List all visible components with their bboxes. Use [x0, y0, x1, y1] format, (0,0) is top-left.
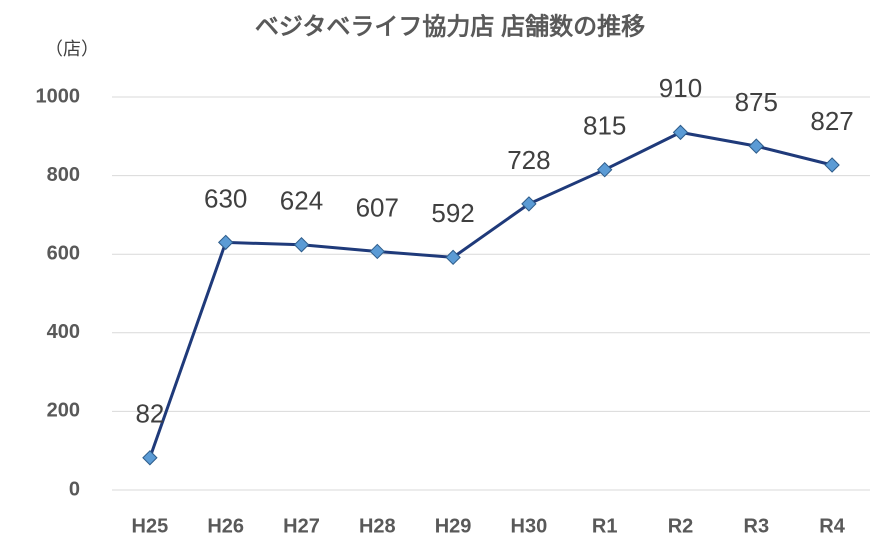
marker — [672, 124, 689, 141]
data-label: 592 — [431, 198, 474, 228]
x-tick-label: H28 — [359, 515, 396, 537]
marker — [217, 234, 234, 251]
y-tick-label: 800 — [47, 164, 80, 186]
chart-title: ベジタベライフ協力店 店舗数の推移 — [255, 13, 645, 40]
marker — [824, 157, 840, 173]
y-axis-label: （店） — [45, 39, 99, 59]
y-tick-label: 200 — [47, 400, 80, 422]
data-label: 875 — [735, 87, 778, 117]
x-tick-label: H29 — [435, 515, 472, 537]
x-tick-label: H26 — [207, 515, 244, 537]
data-label: 827 — [810, 106, 853, 136]
x-tick-label: H25 — [132, 515, 169, 537]
y-tick-label: 1000 — [36, 85, 81, 107]
data-label: 910 — [659, 73, 702, 103]
marker — [596, 161, 613, 178]
x-tick-label: R4 — [819, 515, 845, 537]
marker — [142, 450, 158, 466]
x-tick-label: H27 — [283, 515, 320, 537]
y-tick-label: 0 — [69, 478, 80, 500]
line — [148, 130, 833, 459]
marker — [369, 243, 386, 260]
x-tick-label: H30 — [511, 515, 548, 537]
data-label: 630 — [204, 183, 247, 213]
data-label: 728 — [507, 145, 550, 175]
marker — [293, 237, 310, 253]
marker — [521, 196, 537, 212]
y-tick-label: 600 — [47, 242, 80, 264]
x-tick-label: R2 — [668, 515, 694, 537]
marker — [445, 249, 461, 266]
y-tick-label: 400 — [47, 321, 80, 343]
data-label: 82 — [135, 399, 164, 429]
x-tick-label: R3 — [744, 515, 770, 537]
data-label: 624 — [280, 186, 323, 216]
marker — [748, 138, 765, 154]
data-label: 607 — [356, 192, 399, 222]
x-tick-label: R1 — [592, 515, 618, 537]
data-label: 815 — [583, 111, 626, 141]
